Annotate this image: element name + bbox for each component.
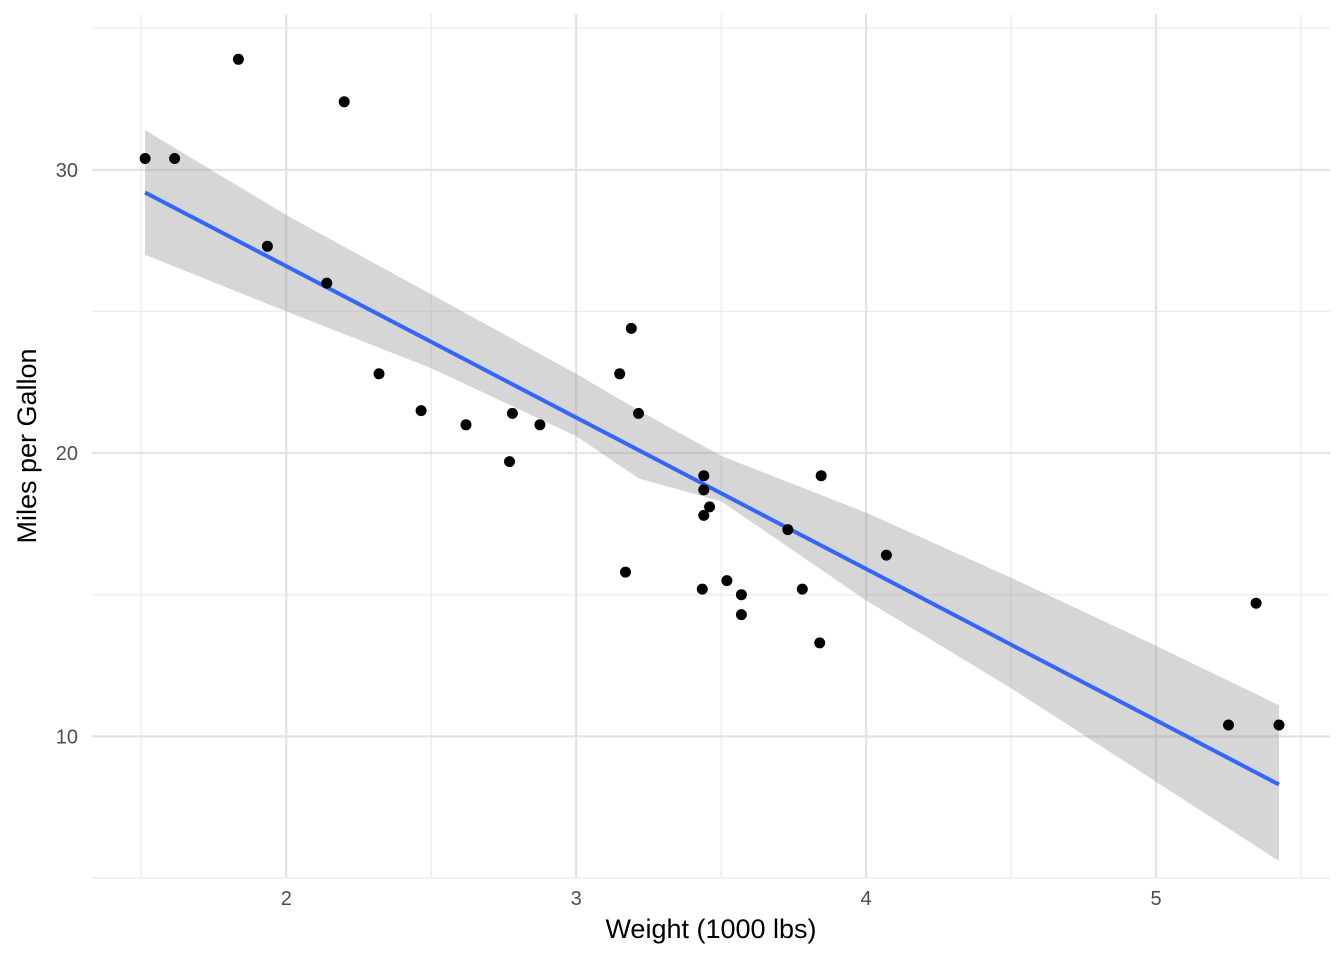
data-point [338, 96, 350, 108]
data-point [625, 322, 637, 334]
data-point [1250, 597, 1262, 609]
data-point [735, 609, 747, 621]
data-point [506, 407, 518, 419]
confidence-band [145, 130, 1280, 862]
data-point [373, 368, 385, 380]
data-point [504, 456, 515, 468]
data-point [698, 470, 710, 482]
data-point [534, 419, 546, 431]
data-point [696, 583, 708, 595]
data-point [698, 509, 710, 521]
data-point [704, 501, 716, 513]
y-axis-title: Miles per Gallon [12, 348, 42, 543]
y-tick-label: 20 [56, 443, 78, 465]
data-point [796, 583, 808, 595]
data-point [169, 153, 181, 164]
data-point [261, 240, 273, 252]
data-point [735, 589, 747, 601]
data-point [460, 419, 472, 431]
x-tick-label: 5 [1150, 888, 1161, 910]
tick-labels: 2 3 4 5 10 20 30 [56, 160, 1162, 910]
data-point [620, 566, 631, 578]
data-point [880, 549, 892, 561]
x-axis-title: Weight (1000 lbs) [605, 914, 816, 944]
data-point [815, 470, 827, 482]
data-point [698, 484, 710, 496]
y-tick-label: 30 [56, 160, 78, 182]
data-point [782, 524, 794, 536]
x-tick-label: 4 [861, 888, 872, 910]
x-tick-label: 2 [281, 888, 292, 910]
data-point [1273, 719, 1285, 731]
data-point [614, 368, 626, 380]
data-point [232, 53, 244, 65]
x-tick-label: 3 [571, 888, 582, 910]
grid [92, 14, 1330, 879]
data-point [721, 575, 733, 587]
data-point [321, 277, 333, 289]
data-point [633, 407, 644, 419]
y-tick-label: 10 [56, 726, 78, 748]
data-point [415, 405, 427, 417]
fit-line-layer [144, 190, 1280, 787]
regression-line [144, 190, 1280, 787]
data-point [814, 637, 826, 649]
confidence-band-layer [145, 130, 1280, 862]
data-point [139, 153, 151, 164]
data-point [1223, 719, 1234, 731]
data-points [139, 53, 1285, 731]
